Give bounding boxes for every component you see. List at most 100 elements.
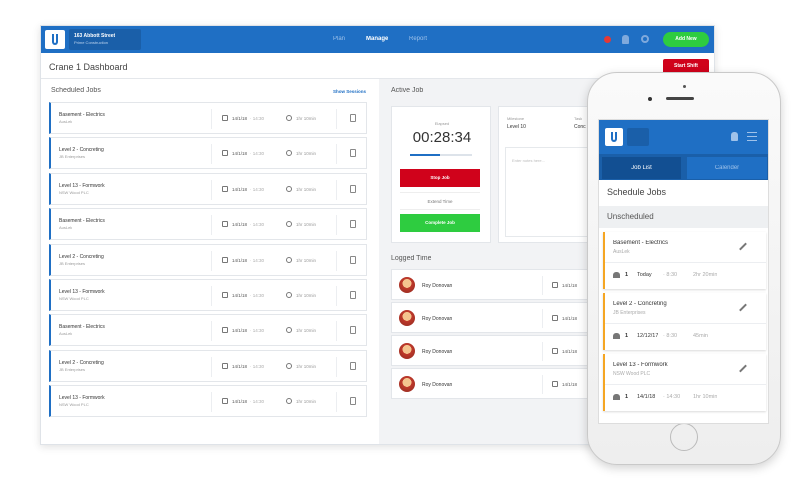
row-divider [211,356,212,377]
complete-job-label[interactable]: Complete Job [425,220,455,225]
phone-sensor [683,85,686,88]
card-date: 12/12/17 [637,333,659,339]
site-selector[interactable]: 163 Abbott Street Prime Construction [69,29,141,50]
job-company: AusLek [613,249,630,255]
job-row[interactable]: Basement - Electrics AusLek 14/1/18 · 14:30… [49,208,367,241]
details-icon[interactable] [350,361,356,370]
clock-icon [286,327,292,334]
details-icon[interactable] [350,114,356,122]
add-new-label[interactable]: Add New [675,36,697,42]
phone-screen: Job List Calender Schedule Jobs Unscheduled… [598,119,769,424]
job-name: Basement - Electrics [59,218,105,225]
job-date: 14/1/18 [232,328,248,334]
job-duration: 1hr 10min [296,151,317,157]
show-sessions-link[interactable]: Show Sessions [333,89,367,94]
job-row[interactable]: Level 2 - Concreting JB Enterprises 14/1/1… [49,137,367,170]
user-icon [731,132,738,141]
job-date: 14/1/18 [232,186,248,192]
tab[interactable]: Job List [602,157,681,179]
worker-name: Roy Donovan [422,349,453,355]
site-name: 163 Abbott Street [74,33,116,39]
job-row[interactable]: Level 13 - Formwork NSW Wood PLC 14/1/18 · … [49,172,367,205]
job-card[interactable]: Basement - Electrics AusLek 1 Today · 8:30 2h… [603,232,766,289]
calendar-icon [552,381,558,387]
job-row[interactable]: Level 13 - Formwork NSW Wood PLC 14/1/18 · … [49,385,367,418]
job-name: Level 13 - Formwork [59,395,105,402]
nav-item[interactable]: Report [409,36,428,42]
job-company: NSW Wood PLC [59,296,89,301]
phone: Job List Calender Schedule Jobs Unscheduled… [587,72,781,465]
job-duration: 1hr 10min [296,363,317,369]
tab[interactable]: Calender [687,157,767,179]
elapsed-time: 00:28:34 [412,129,472,146]
logged-date: 14/1/18 [562,349,578,354]
details-icon[interactable] [350,397,356,406]
job-name: Basement - Electrics [59,112,105,118]
job-row[interactable]: Level 13 - Formwork NSW Wood PLC 14/1/18 · … [49,279,367,311]
clock-icon [286,398,292,405]
calendar-icon [222,327,228,334]
home-button[interactable] [670,423,698,451]
job-company: JB Enterprises [613,310,646,316]
add-new-button[interactable]: Add New [663,32,709,47]
job-company: JB Enterprises [59,366,86,372]
start-shift-label[interactable]: Start Shift [674,63,698,69]
row-divider [211,179,212,200]
tab-label[interactable]: Calender [714,165,740,171]
notes-placeholder: Enter notes here... [512,158,545,163]
task-value: Conc [574,124,586,130]
job-name: Level 2 - Concreting [613,301,667,307]
job-card[interactable]: Level 13 - Formwork NSW Wood PLC 1 14/1/18 ·… [603,354,766,411]
calendar-icon [222,292,228,298]
extend-time-label[interactable]: Extend Time [427,199,453,204]
job-name: Level 2 - Concreting [59,147,104,154]
tab-label[interactable]: Job List [631,165,652,171]
crew-icon [613,272,620,278]
job-row[interactable]: Level 2 - Concreting JB Enterprises 14/1/1… [49,349,367,382]
job-duration: 1hr 10min [296,186,317,192]
crew-icon [613,333,620,339]
nav-item[interactable]: Plan [333,36,346,42]
job-name: Level 2 - Concreting [59,359,104,366]
edit-icon[interactable] [739,364,747,373]
milestone-label: Milestone [507,116,525,121]
job-row[interactable]: Basement - Electrics AusLek 14/1/18 · 14:30… [49,102,367,134]
details-icon[interactable] [350,149,356,158]
edit-icon[interactable] [739,242,747,251]
start-shift-button[interactable]: Start Shift [663,59,709,74]
job-company: AusLek [59,225,73,231]
app-logo [605,128,623,146]
details-icon[interactable] [350,255,356,264]
menu-icon[interactable] [747,132,757,141]
site-selector[interactable] [627,128,649,146]
details-icon[interactable] [350,326,356,335]
job-name: Level 13 - Formwork [613,362,668,368]
stop-job-label[interactable]: Stop Job [430,175,450,180]
nav-item[interactable]: Manage [366,36,389,42]
worker-name: Roy Donovan [422,283,453,289]
logged-row: Roy Donovan 14/1/18 [391,269,621,300]
details-icon[interactable] [350,291,356,299]
job-name: Basement - Electrics [59,324,105,331]
row-divider [211,392,212,413]
job-duration: 1hr 10min [296,328,317,334]
notes-field[interactable]: Enter notes here... [505,147,595,237]
section-band: Unscheduled [599,206,768,228]
edit-icon[interactable] [739,303,747,312]
job-time: · 14:30 [250,151,265,157]
job-date: 14/1/18 [232,151,248,157]
details-icon[interactable] [350,220,356,229]
job-row[interactable]: Basement - Electrics AusLek 14/1/18 · 14:30… [49,314,367,347]
card-duration: 45min [693,333,708,339]
details-icon[interactable] [350,184,356,193]
clock-icon [286,221,292,228]
row-divider [211,286,212,306]
card-time: · 8:30 [663,272,678,278]
complete-job-button[interactable]: Complete Job [400,214,480,232]
section-title: Active Job [391,87,424,94]
job-row[interactable]: Level 2 - Concreting JB Enterprises 14/1/1… [49,243,367,276]
job-name: Level 13 - Formwork [59,289,105,295]
job-card[interactable]: Level 2 - Concreting JB Enterprises 1 12/12… [603,293,766,350]
stop-job-button[interactable]: Stop Job [400,169,480,187]
extend-time-button[interactable]: Extend Time [400,192,480,210]
